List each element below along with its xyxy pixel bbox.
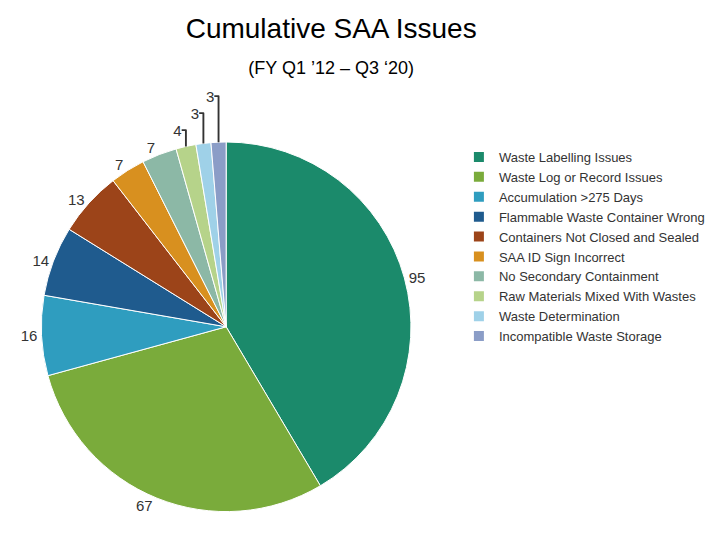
svg-text:13: 13 bbox=[68, 191, 85, 208]
svg-text:Accumulation >275 Days: Accumulation >275 Days bbox=[499, 190, 644, 205]
svg-text:Waste Log or Record Issues: Waste Log or Record Issues bbox=[499, 170, 663, 185]
svg-text:3: 3 bbox=[206, 88, 214, 105]
svg-text:Raw Materials Mixed With Waste: Raw Materials Mixed With Wastes bbox=[499, 289, 696, 304]
svg-text:No Secondary Containment: No Secondary Containment bbox=[499, 269, 659, 284]
svg-text:7: 7 bbox=[147, 139, 155, 156]
svg-text:Cumulative SAA Issues(FY Q1 ’1: Cumulative SAA Issues(FY Q1 ’12 – Q3 ‘20… bbox=[186, 13, 477, 78]
svg-text:14: 14 bbox=[32, 252, 49, 269]
svg-text:Flammable Waste Container Wron: Flammable Waste Container Wrong bbox=[499, 210, 705, 225]
svg-text:16: 16 bbox=[21, 327, 38, 344]
svg-text:3: 3 bbox=[191, 105, 199, 122]
svg-text:Incompatible Waste Storage: Incompatible Waste Storage bbox=[499, 329, 662, 344]
svg-text:SAA ID Sign Incorrect: SAA ID Sign Incorrect bbox=[499, 250, 625, 265]
svg-text:4: 4 bbox=[173, 122, 181, 139]
svg-text:67: 67 bbox=[136, 497, 153, 514]
svg-text:7: 7 bbox=[115, 156, 123, 173]
svg-text:Containers Not Closed and Seal: Containers Not Closed and Sealed bbox=[499, 230, 699, 245]
svg-text:95: 95 bbox=[409, 269, 426, 286]
svg-text:Waste Labelling Issues: Waste Labelling Issues bbox=[499, 150, 633, 165]
svg-text:Waste Determination: Waste Determination bbox=[499, 309, 620, 324]
